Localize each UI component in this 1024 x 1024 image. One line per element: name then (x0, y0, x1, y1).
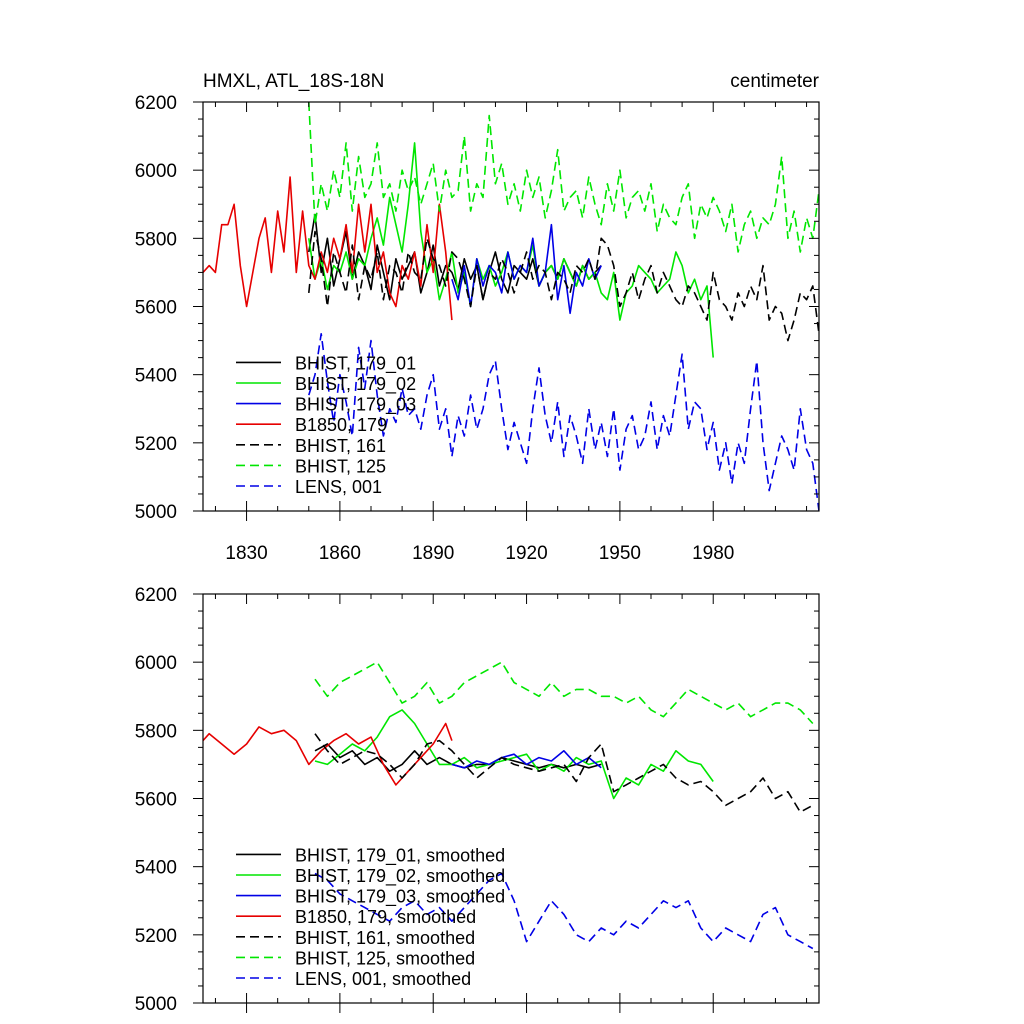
bottom-y-tick-label-5600: 5600 (135, 790, 177, 811)
top-y-tick-label-5600: 5600 (135, 298, 177, 319)
bottom-series-3 (203, 722, 453, 786)
bottom-series-2 (451, 749, 602, 769)
bottom-legend-label-4: BHIST, 161, smoothed (295, 928, 475, 948)
units-label: centimeter (730, 71, 819, 92)
bottom-panel: 5000 5200 5400 5600 5800 6000 6200 BHIST, 179_0… (135, 585, 820, 1015)
top-plot-area: 5000 5200 5400 5600 5800 6000 6200 1830 1860 1890… (135, 93, 820, 564)
bottom-y-tick-label-5800: 5800 (135, 721, 177, 742)
top-legend-label-3: B1850, 179 (295, 415, 387, 435)
top-x-tick-label-1920: 1920 (505, 543, 547, 564)
top-legend-label-6: LENS, 001 (295, 477, 382, 497)
bottom-tick-marks (193, 593, 819, 1013)
top-series-3 (203, 176, 453, 321)
top-y-tick-label-6200: 6200 (135, 93, 177, 114)
top-legend-label-5: BHIST, 125 (295, 456, 386, 476)
chart-title: HMXL, ATL_18S-18N (203, 71, 384, 92)
bottom-y-tick-label-5000: 5000 (135, 994, 177, 1015)
bottom-y-tick-label-6200: 6200 (135, 585, 177, 606)
top-series-6 (308, 332, 819, 511)
top-x-tick-label-1890: 1890 (412, 543, 454, 564)
top-legend-label-0: BHIST, 179_01 (295, 353, 416, 374)
bottom-series-5 (314, 661, 814, 725)
bottom-legend-label-3: B1850, 179, smoothed (295, 907, 476, 927)
top-x-tick-label-1830: 1830 (225, 543, 267, 564)
top-x-tick-label-1950: 1950 (599, 543, 641, 564)
bottom-y-tick-label-6000: 6000 (135, 653, 177, 674)
bottom-legend-label-6: LENS, 001, smoothed (295, 969, 471, 989)
bottom-series-6 (314, 872, 814, 950)
top-y-tick-label-5200: 5200 (135, 434, 177, 455)
bottom-legend-label-5: BHIST, 125, smoothed (295, 948, 475, 968)
top-legend-label-2: BHIST, 179_03 (295, 395, 416, 416)
top-y-tick-label-5800: 5800 (135, 229, 177, 250)
top-y-tick-label-5400: 5400 (135, 366, 177, 387)
bottom-series-group (203, 661, 814, 950)
bottom-legend-label-0: BHIST, 179_01, smoothed (295, 845, 505, 866)
bottom-series-1 (314, 709, 714, 800)
top-series-group (203, 102, 819, 511)
top-x-tick-label-1980: 1980 (692, 543, 734, 564)
bottom-series-0 (314, 743, 602, 773)
top-y-tick-label-6000: 6000 (135, 161, 177, 182)
top-series-5 (308, 102, 819, 253)
top-y-tick-label-5000: 5000 (135, 502, 177, 523)
bottom-series-4 (314, 733, 814, 813)
top-legend-label-4: BHIST, 161 (295, 436, 386, 456)
bottom-y-tick-label-5200: 5200 (135, 926, 177, 947)
top-series-1 (308, 142, 714, 358)
top-legend-label-1: BHIST, 179_02 (295, 374, 416, 395)
top-panel: HMXL, ATL_18S-18N centimeter 5000 5200 540… (135, 71, 820, 564)
bottom-y-tick-label-5400: 5400 (135, 858, 177, 879)
bottom-legend-label-2: BHIST, 179_03, smoothed (295, 887, 505, 908)
bottom-legend-label-1: BHIST, 179_02, smoothed (295, 866, 505, 887)
top-series-4 (308, 230, 819, 342)
bottom-plot-area: 5000 5200 5400 5600 5800 6000 6200 BHIST, 179_0… (135, 585, 820, 1015)
top-tick-marks (193, 101, 819, 521)
top-series-2 (451, 223, 602, 315)
top-x-tick-label-1860: 1860 (319, 543, 361, 564)
